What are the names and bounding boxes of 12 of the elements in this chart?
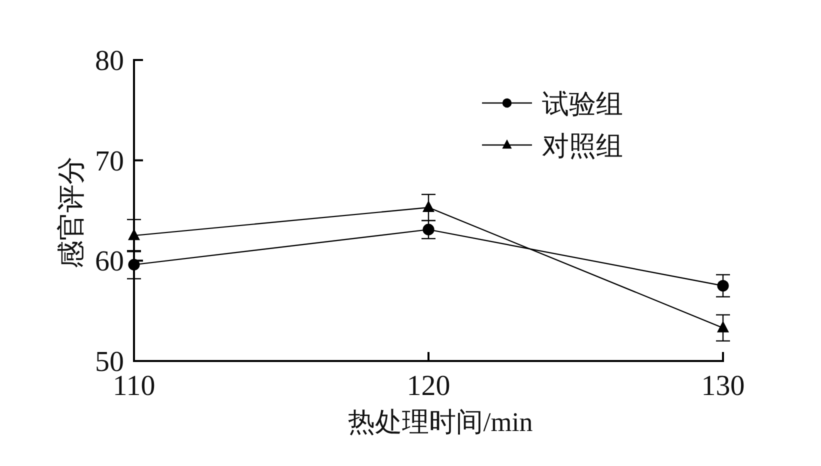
legend-item: 对照组 bbox=[482, 131, 623, 161]
x-tick-label: 120 bbox=[406, 370, 450, 402]
x-axis-title: 热处理时间/min bbox=[348, 407, 534, 437]
legend-label: 对照组 bbox=[542, 131, 623, 161]
legend-item: 试验组 bbox=[482, 89, 623, 119]
y-tick-label: 70 bbox=[95, 145, 124, 178]
x-tick-label: 130 bbox=[701, 370, 745, 402]
y-axis-title: 感官评分 bbox=[56, 156, 88, 268]
x-tick-label: 110 bbox=[112, 370, 156, 402]
y-tick-label: 60 bbox=[95, 246, 124, 278]
legend-label: 试验组 bbox=[542, 89, 623, 119]
y-tick-label: 80 bbox=[95, 45, 124, 77]
